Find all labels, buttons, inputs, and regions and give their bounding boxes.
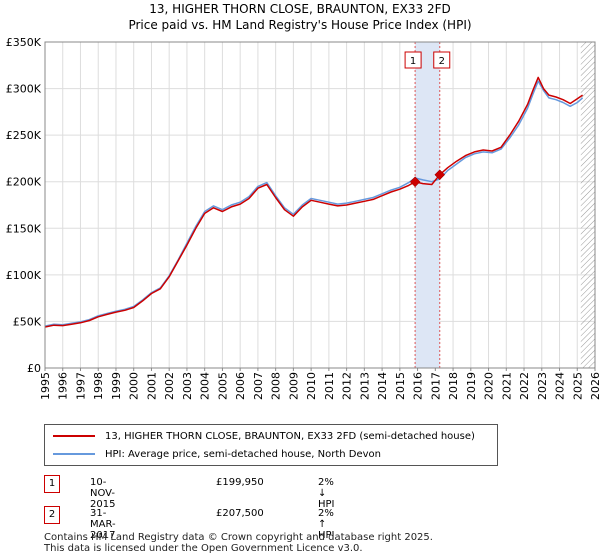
- y-tick-label: £300K: [6, 83, 42, 96]
- plot-area: [45, 42, 595, 368]
- sale-label-1: 1: [410, 56, 416, 67]
- sale-span-shade: [415, 42, 440, 368]
- sale-price: £199,950: [216, 477, 264, 488]
- sale-label-box-1: [404, 51, 422, 69]
- sale-hpi-diff: 2% ↓ HPI: [318, 477, 335, 510]
- y-tick-label: £250K: [6, 129, 42, 142]
- y-tick-label: £100K: [6, 269, 42, 282]
- sale-label-2: 2: [439, 56, 445, 67]
- x-tick-label: 2000: [128, 372, 141, 400]
- x-tick-label: 1995: [39, 372, 52, 400]
- x-tick-label: 2009: [287, 372, 300, 400]
- x-tick-label: 2011: [323, 372, 336, 400]
- chart-subtitle: Price paid vs. HM Land Registry's House …: [128, 18, 472, 32]
- x-tick-label: 2023: [536, 372, 549, 400]
- chart-title: 13, HIGHER THORN CLOSE, BRAUNTON, EX33 2…: [149, 2, 451, 16]
- x-tick-label: 2005: [216, 372, 229, 400]
- x-tick-label: 2003: [181, 372, 194, 400]
- x-tick-label: 2001: [145, 372, 158, 400]
- x-tick-label: 2014: [376, 372, 389, 400]
- x-tick-label: 1997: [74, 372, 87, 400]
- property-price-line: [44, 76, 584, 328]
- x-tick-label: 2018: [447, 372, 460, 400]
- x-tick-label: 2007: [252, 372, 265, 400]
- sale-badge: 1: [44, 475, 60, 493]
- y-tick-label: £0: [27, 362, 41, 375]
- forecast-hatch: [580, 42, 595, 368]
- x-tick-label: 2020: [483, 372, 496, 400]
- y-tick-label: £150K: [6, 222, 42, 235]
- x-tick-label: 1996: [57, 372, 70, 400]
- x-tick-label: 2004: [199, 372, 212, 400]
- x-tick-label: 2012: [341, 372, 354, 400]
- y-tick-label: £350K: [6, 36, 42, 49]
- x-tick-label: 2017: [429, 372, 442, 400]
- sale-hpi-diff: 2% ↑ HPI: [318, 508, 335, 541]
- legend-label-property: 13, HIGHER THORN CLOSE, BRAUNTON, EX33 2…: [105, 430, 475, 442]
- legend-item-property: 13, HIGHER THORN CLOSE, BRAUNTON, EX33 2…: [53, 428, 475, 444]
- sale-date: 31-MAR-2017: [90, 508, 116, 541]
- legend-label-hpi: HPI: Average price, semi-detached house,…: [105, 448, 381, 460]
- x-tick-label: 2002: [163, 372, 176, 400]
- x-tick-label: 2008: [270, 372, 283, 400]
- sale-badge: 2: [44, 506, 60, 524]
- plot-frame: [44, 41, 596, 369]
- x-tick-label: 2010: [305, 372, 318, 400]
- y-tick-label: £50K: [13, 315, 42, 328]
- footer-copyright: Contains HM Land Registry data © Crown c…: [44, 532, 433, 543]
- x-tick-label: 2021: [500, 372, 513, 400]
- legend: 13, HIGHER THORN CLOSE, BRAUNTON, EX33 2…: [44, 424, 498, 466]
- sale-date: 10-NOV-2015: [90, 477, 116, 510]
- footer-licence: This data is licensed under the Open Gov…: [44, 543, 363, 554]
- x-tick-label: 2019: [465, 372, 478, 400]
- x-tick-label: 2024: [554, 372, 567, 400]
- x-tick-label: 1998: [92, 372, 105, 400]
- x-tick-label: 2016: [412, 372, 425, 400]
- legend-swatch-hpi: [53, 453, 95, 455]
- x-tick-label: 2025: [571, 372, 584, 400]
- sale-point-2: [434, 169, 446, 181]
- sale-label-box-2: [433, 51, 451, 69]
- x-tick-label: 2026: [589, 372, 600, 400]
- sale-point-1: [409, 176, 421, 188]
- x-tick-label: 2006: [234, 372, 247, 400]
- legend-swatch-property: [53, 435, 95, 437]
- legend-item-hpi: HPI: Average price, semi-detached house,…: [53, 446, 381, 462]
- x-tick-label: 1999: [110, 372, 123, 400]
- x-tick-label: 2013: [358, 372, 371, 400]
- price-chart: £0 £50K £100K £150K £200K £250K £300K £350K 1995…: [6, 36, 600, 400]
- sale-price: £207,500: [216, 508, 264, 519]
- x-tick-label: 2015: [394, 372, 407, 400]
- x-tick-label: 2022: [518, 372, 531, 400]
- y-tick-label: £200K: [6, 176, 42, 189]
